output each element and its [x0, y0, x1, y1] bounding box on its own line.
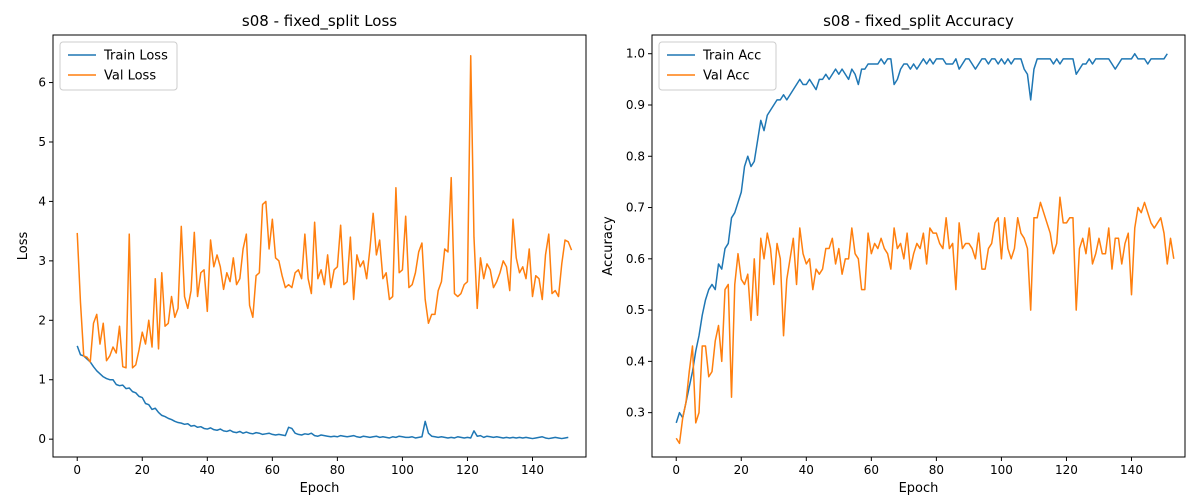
x-tick-label: 0 [73, 463, 81, 477]
y-tick-label: 0 [38, 432, 46, 446]
y-tick-label: 0.3 [626, 406, 645, 420]
y-axis-label: Accuracy [601, 216, 616, 276]
chart-title: s08 - fixed_split Loss [242, 12, 397, 31]
y-tick-label: 1 [38, 373, 46, 387]
y-tick-label: 0.8 [626, 149, 645, 163]
x-tick-label: 80 [330, 463, 345, 477]
legend-label: Train Acc [702, 49, 761, 64]
y-tick-label: 0.7 [626, 201, 645, 215]
y-tick-label: 0.9 [626, 98, 645, 112]
y-tick-label: 3 [38, 254, 46, 268]
x-tick-label: 120 [456, 463, 479, 477]
x-tick-label: 140 [521, 463, 544, 477]
x-tick-label: 40 [799, 463, 814, 477]
y-tick-label: 6 [38, 76, 46, 90]
series-line-train-acc [675, 52, 1168, 424]
x-tick-label: 20 [734, 463, 749, 477]
legend-box [658, 41, 777, 91]
x-tick-label: 80 [929, 463, 944, 477]
x-tick-label: 140 [1120, 463, 1143, 477]
legend-label: Val Loss [104, 69, 156, 84]
chart-panel-2: s08 - fixed_split Accuracy 0 20 40 60 80 100 12… [601, 12, 1186, 496]
legend-label: Train Loss [103, 49, 168, 64]
x-tick-label: 100 [391, 463, 414, 477]
axes-frame [52, 34, 587, 458]
x-tick-label: 100 [990, 463, 1013, 477]
y-tick-label: 0.5 [626, 303, 645, 317]
x-tick-label: 120 [1055, 463, 1078, 477]
y-tick-label: 0.6 [626, 252, 645, 266]
series-line-val-acc [675, 196, 1175, 445]
y-tick-label: 5 [38, 135, 46, 149]
chart-title: s08 - fixed_split Accuracy [823, 12, 1014, 31]
y-tick-label: 2 [38, 313, 46, 327]
legend: Train Acc Val Acc [658, 41, 777, 91]
series-line-train-loss [76, 345, 569, 440]
x-tick-label: 60 [864, 463, 879, 477]
legend-box [59, 41, 178, 91]
series-line-val-loss [76, 55, 573, 369]
y-tick-label: 1.0 [626, 47, 645, 61]
legend: Train Loss Val Loss [59, 41, 178, 91]
y-axis-label: Loss [16, 232, 31, 261]
y-tick-label: 0.4 [626, 354, 645, 368]
x-axis-label: Epoch [300, 481, 340, 496]
x-tick-label: 0 [672, 463, 680, 477]
axes-frame [651, 34, 1186, 458]
x-tick-label: 20 [135, 463, 150, 477]
x-axis-label: Epoch [899, 481, 939, 496]
legend-label: Val Acc [703, 69, 750, 84]
x-tick-label: 40 [200, 463, 215, 477]
x-tick-label: 60 [265, 463, 280, 477]
y-tick-label: 4 [38, 194, 46, 208]
